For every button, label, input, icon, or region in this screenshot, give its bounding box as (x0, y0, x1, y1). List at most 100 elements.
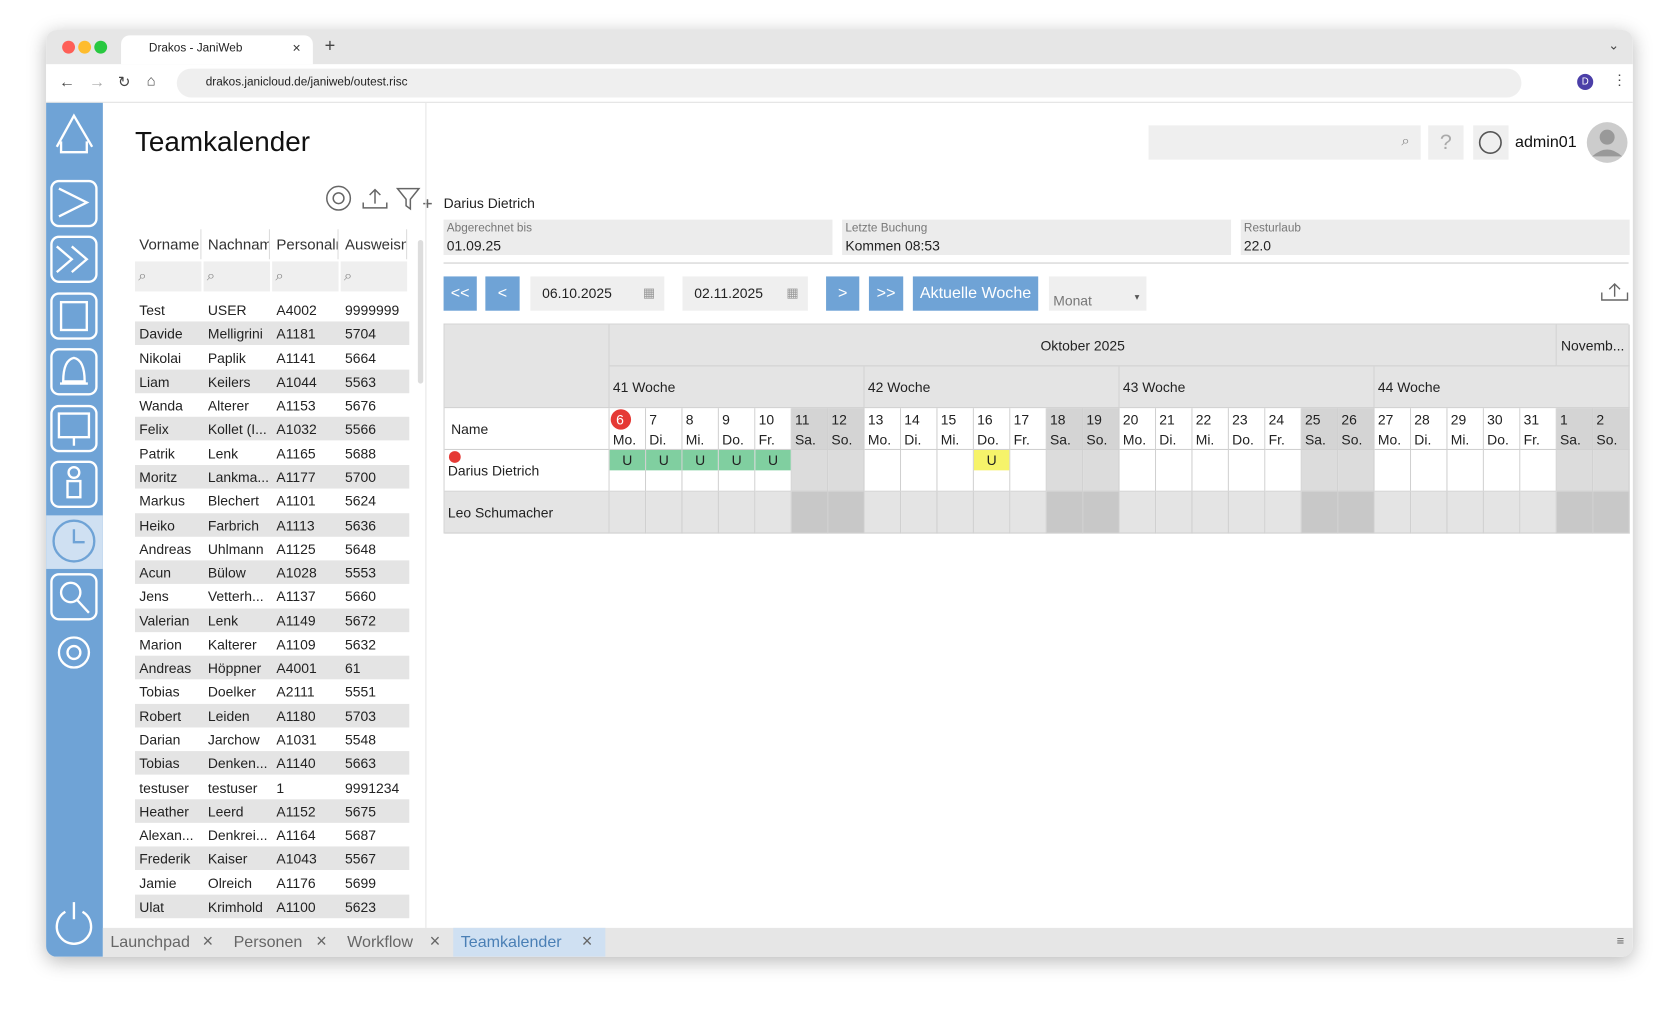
profile[interactable]: D (1577, 73, 1594, 91)
day-cell[interactable] (1301, 491, 1339, 534)
day-cell[interactable]: U (973, 450, 1011, 492)
day-cell[interactable] (1411, 450, 1448, 492)
day-cell[interactable] (937, 450, 974, 492)
column-header[interactable]: Ausweisnu (341, 229, 408, 260)
bottom-tab[interactable]: Personen × (226, 928, 340, 957)
view-select[interactable]: Monat ▾ (1048, 276, 1147, 311)
day-cell[interactable] (1010, 491, 1047, 534)
day-cell[interactable] (1556, 491, 1594, 534)
day-cell[interactable] (1265, 450, 1302, 492)
table-tools[interactable] (323, 182, 441, 214)
day-cell[interactable] (791, 450, 829, 492)
day-cell[interactable] (609, 491, 647, 534)
bottom-tab-close[interactable]: × (316, 931, 327, 952)
day-cell[interactable] (791, 491, 829, 534)
day-cell[interactable] (1228, 491, 1266, 534)
table-row[interactable] (135, 560, 410, 585)
sidebar-icons[interactable] (46, 103, 103, 957)
day-cell[interactable] (1010, 450, 1047, 492)
day-cell[interactable] (828, 450, 865, 492)
filter-input[interactable]: ⌕ (135, 261, 202, 292)
forward[interactable]: → (88, 72, 106, 92)
day-cell[interactable] (1374, 450, 1412, 492)
bar-menu[interactable]: ≡ (1616, 933, 1625, 949)
search-box[interactable]: ⌕ (1148, 125, 1421, 160)
day-cell[interactable] (1520, 491, 1557, 534)
day-cell[interactable] (1265, 491, 1302, 534)
day-cell[interactable]: U (718, 450, 756, 492)
day-cell[interactable]: U (646, 450, 683, 492)
date-input[interactable]: 02.11.2025 ▦ (682, 276, 808, 311)
day-cell[interactable] (1338, 450, 1375, 492)
day-cell[interactable] (1301, 450, 1339, 492)
day-cell[interactable] (1156, 491, 1193, 534)
filter-input[interactable]: ⌕ (272, 261, 339, 292)
day-cell[interactable] (1156, 450, 1193, 492)
home[interactable]: ⌂ (146, 71, 156, 89)
person-name[interactable]: Leo Schumacher (444, 491, 610, 534)
day-cell[interactable] (828, 491, 865, 534)
table-row[interactable] (135, 417, 410, 441)
day-cell[interactable] (718, 491, 756, 534)
table-row[interactable] (135, 894, 410, 919)
address-bar[interactable]: drakos.janicloud.de/janiweb/outest.risc (176, 68, 1522, 98)
table-row[interactable] (135, 751, 410, 775)
chat-button[interactable] (1473, 125, 1509, 160)
tab-menu[interactable]: ⌄ (1608, 37, 1619, 53)
day-cell[interactable] (1447, 450, 1484, 492)
table-row[interactable] (135, 464, 410, 489)
export-button[interactable] (1600, 282, 1630, 303)
day-cell[interactable] (864, 491, 902, 534)
table-row[interactable] (135, 655, 410, 680)
day-cell[interactable]: U (682, 450, 719, 492)
day-cell[interactable] (1228, 450, 1266, 492)
bottom-tab[interactable]: Launchpad × (103, 928, 226, 957)
bottom-tab[interactable]: Teamkalender × (453, 927, 606, 957)
day-cell[interactable] (1046, 491, 1084, 534)
day-cell[interactable]: U (755, 450, 792, 492)
filter-input[interactable]: ⌕ (340, 261, 408, 292)
tab-close[interactable]: × (292, 39, 301, 56)
table-row[interactable] (135, 321, 410, 346)
day-cell[interactable] (1083, 491, 1120, 534)
scrollbar[interactable] (417, 240, 424, 384)
day-cell[interactable] (682, 491, 719, 534)
avatar[interactable] (1586, 121, 1629, 164)
help-button[interactable]: ? (1428, 125, 1464, 160)
today-button[interactable]: Aktuelle Woche (912, 276, 1039, 311)
reload[interactable]: ↻ (117, 72, 131, 91)
day-cell[interactable] (1483, 450, 1521, 492)
table-row[interactable] (135, 846, 410, 871)
table-row[interactable] (135, 512, 410, 537)
bottom-tab-close[interactable]: × (581, 931, 593, 952)
person-name[interactable]: Darius Dietrich (444, 450, 610, 492)
day-cell[interactable] (1046, 450, 1084, 492)
column-header[interactable]: Nachname (204, 229, 271, 260)
day-cell[interactable] (1447, 491, 1484, 534)
day-cell[interactable] (1083, 450, 1120, 492)
day-cell[interactable] (1374, 491, 1412, 534)
day-cell[interactable] (1411, 491, 1448, 534)
day-cell[interactable]: U (609, 450, 647, 492)
day-cell[interactable] (937, 491, 974, 534)
day-cell[interactable] (1192, 450, 1229, 492)
new-tab[interactable]: + (324, 35, 336, 56)
table-row[interactable] (135, 608, 410, 632)
day-cell[interactable] (1119, 491, 1157, 534)
day-cell[interactable] (1593, 450, 1630, 492)
nav-button[interactable]: << (443, 276, 477, 311)
bottom-tab-close[interactable]: × (202, 931, 214, 952)
day-cell[interactable] (1119, 450, 1157, 492)
menu[interactable]: ⋮ (1612, 71, 1627, 88)
column-header[interactable]: Personaln (272, 229, 339, 260)
day-cell[interactable] (901, 491, 938, 534)
back[interactable]: ← (58, 72, 76, 92)
table-row[interactable] (135, 703, 410, 728)
day-cell[interactable] (1593, 491, 1630, 534)
user-name[interactable]: admin01 (1515, 132, 1577, 152)
day-cell[interactable] (755, 491, 792, 534)
window-controls[interactable] (61, 40, 115, 55)
browser-tab[interactable]: Drakos - JaniWeb × (121, 35, 313, 65)
table-row[interactable] (135, 369, 410, 394)
day-cell[interactable] (864, 450, 902, 492)
